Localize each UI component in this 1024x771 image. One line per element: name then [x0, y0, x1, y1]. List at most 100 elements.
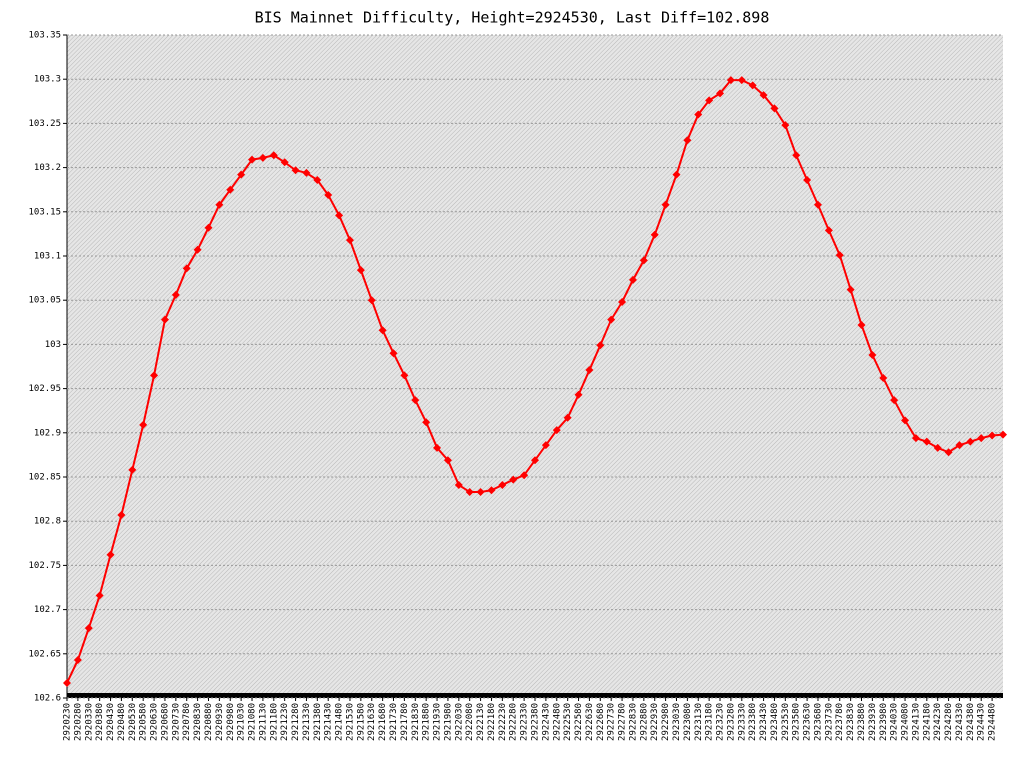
point-marker: [106, 550, 115, 559]
point-marker: [302, 168, 311, 177]
x-tick-label: 2924330: [955, 703, 965, 741]
point-marker: [705, 96, 714, 105]
point-marker: [84, 624, 93, 633]
point-marker: [248, 155, 257, 164]
point-marker: [944, 448, 953, 457]
x-tick-label: 2923430: [759, 703, 769, 741]
x-tick-label: 2924130: [911, 703, 921, 741]
x-tick-label: 2921480: [335, 703, 345, 741]
point-marker: [955, 441, 964, 450]
point-marker: [726, 76, 735, 85]
point-marker: [193, 245, 202, 254]
point-marker: [574, 390, 583, 399]
point-marker: [966, 437, 975, 446]
x-tick-label: 2922830: [628, 703, 638, 741]
point-marker: [454, 480, 463, 489]
point-marker: [683, 136, 692, 145]
x-tick-label: 2922680: [596, 703, 606, 741]
x-tick-label: 2923980: [879, 703, 889, 741]
x-tick-label: 2923580: [792, 703, 802, 741]
point-marker: [977, 434, 986, 443]
x-tick-label: 2924080: [901, 703, 911, 741]
point-marker: [487, 486, 496, 495]
y-tick-label: 102.85: [28, 473, 61, 483]
x-tick-label: 2921830: [411, 703, 421, 741]
x-tick-label: 2922080: [465, 703, 475, 741]
point-marker: [813, 200, 822, 209]
point-marker: [367, 296, 376, 305]
x-tick-label: 2921730: [389, 703, 399, 741]
point-marker: [150, 371, 159, 380]
x-tick-label: 2923380: [748, 703, 758, 741]
point-marker: [139, 420, 148, 429]
point-marker: [237, 170, 246, 179]
x-tick-label: 2922380: [531, 703, 541, 741]
x-tick-label: 2921930: [433, 703, 443, 741]
y-tick-label: 103.05: [28, 296, 61, 306]
x-tick-label: 2923830: [846, 703, 856, 741]
x-tick-label: 2921080: [248, 703, 258, 741]
point-marker: [73, 655, 82, 664]
point-marker: [596, 341, 605, 350]
x-tick-label: 2922480: [552, 703, 562, 741]
x-tick-label: 2922730: [607, 703, 617, 741]
point-marker: [857, 320, 866, 329]
point-marker: [759, 91, 768, 100]
x-tick-label: 2922180: [487, 703, 497, 741]
point-marker: [541, 441, 550, 450]
x-tick-label: 2921380: [313, 703, 323, 741]
point-marker: [411, 396, 420, 405]
x-tick-label: 2923080: [683, 703, 693, 741]
point-marker: [770, 104, 779, 113]
x-tick-label: 2922280: [509, 703, 519, 741]
point-marker: [650, 230, 659, 239]
point-marker: [226, 185, 235, 194]
plot-area: [67, 35, 1003, 698]
point-marker: [879, 373, 888, 382]
point-marker: [716, 89, 725, 98]
x-tick-label: 2923280: [726, 703, 736, 741]
x-tick-label: 2922130: [476, 703, 486, 741]
point-marker: [465, 488, 474, 497]
y-tick-label: 103.35: [28, 31, 61, 41]
point-marker: [204, 223, 213, 232]
x-tick-label: 2920480: [117, 703, 127, 741]
point-marker: [835, 251, 844, 260]
x-tick-label: 2921230: [280, 703, 290, 741]
x-tick-label: 2923180: [705, 703, 715, 741]
x-tick-label: 2920580: [139, 703, 149, 741]
point-marker: [128, 465, 137, 474]
point-marker: [443, 456, 452, 465]
x-tick-label: 2923930: [868, 703, 878, 741]
point-marker: [258, 153, 267, 162]
x-tick-label: 2920630: [150, 703, 160, 741]
x-tick-label: 2920430: [106, 703, 116, 741]
point-marker: [160, 315, 169, 324]
y-tick-label: 102.75: [28, 561, 61, 571]
point-marker: [313, 175, 322, 184]
point-marker: [520, 471, 529, 480]
x-tick-label: 2921180: [269, 703, 279, 741]
x-tick-label: 2922630: [585, 703, 595, 741]
point-marker: [356, 266, 365, 275]
point-marker: [737, 76, 746, 85]
y-tick-label: 102.95: [28, 384, 61, 394]
point-marker: [345, 236, 354, 245]
point-marker: [846, 285, 855, 294]
x-tick-label: 2924030: [890, 703, 900, 741]
y-tick-label: 103.1: [34, 252, 61, 262]
x-tick-label: 2923780: [835, 703, 845, 741]
x-axis-band: [67, 693, 1003, 698]
x-tick-label: 2923730: [824, 703, 834, 741]
point-marker: [378, 326, 387, 335]
x-tick-label: 2920930: [215, 703, 225, 741]
x-tick-label: 2920380: [95, 703, 105, 741]
point-marker: [476, 488, 485, 497]
point-marker: [422, 418, 431, 427]
x-tick-label: 2920230: [63, 703, 73, 741]
x-tick-label: 2920830: [193, 703, 203, 741]
x-tick-label: 2920530: [128, 703, 138, 741]
y-tick-label: 102.6: [34, 694, 61, 704]
point-marker: [628, 275, 637, 284]
